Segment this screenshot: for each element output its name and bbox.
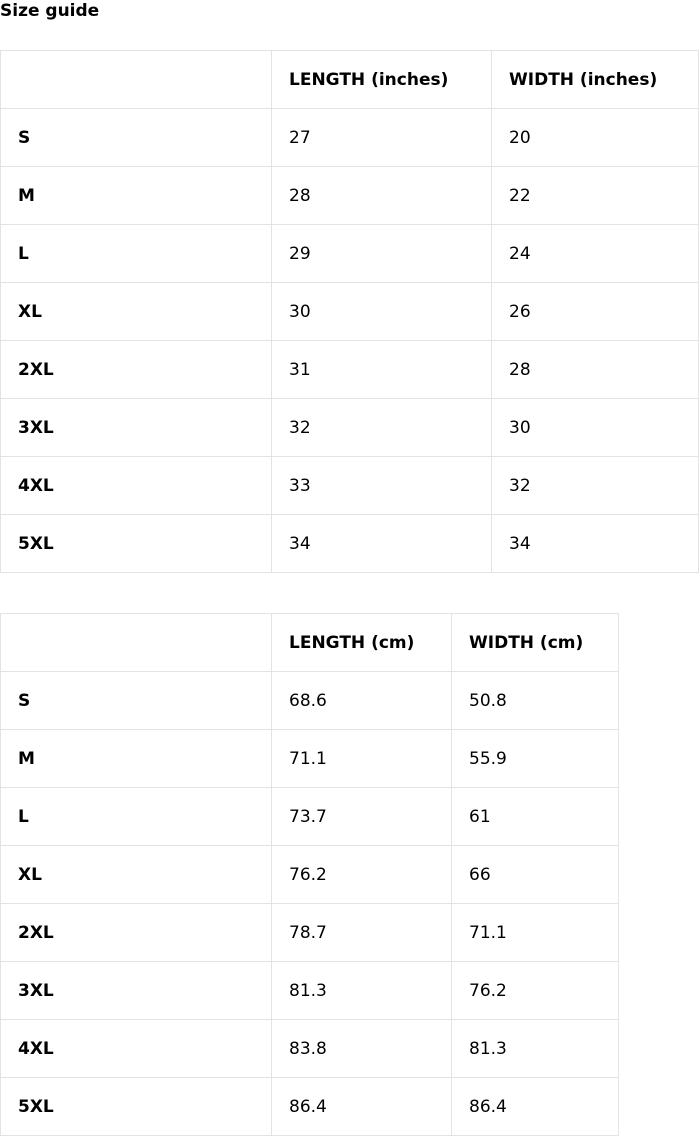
table-row: S 27 20 [0,108,699,167]
size-label: M [0,166,272,225]
table-row: 4XL 83.8 81.3 [0,1019,619,1078]
width-cell: 61 [451,787,619,846]
size-label: 4XL [0,1019,272,1078]
size-label: L [0,787,272,846]
length-cell: 76.2 [271,845,452,904]
size-label: S [0,671,272,730]
length-cell: 28 [271,166,492,225]
page-title: Size guide [0,1,100,21]
table-row: M 28 22 [0,166,699,225]
width-cell: 22 [491,166,699,225]
length-cell: 71.1 [271,729,452,788]
column-header: LENGTH (cm) [271,613,452,672]
size-label: 4XL [0,456,272,515]
length-cell: 33 [271,456,492,515]
size-label: 3XL [0,961,272,1020]
size-label: 2XL [0,340,272,399]
length-cell: 30 [271,282,492,341]
size-label: XL [0,282,272,341]
size-table-cm: LENGTH (cm) WIDTH (cm) S 68.6 50.8 M 71.1 55.9 L… [0,613,619,1136]
size-label: M [0,729,272,788]
width-cell: 24 [491,224,699,283]
table-row: 2XL 31 28 [0,340,699,399]
length-cell: 27 [271,108,492,167]
width-cell: 20 [491,108,699,167]
table-row: 3XL 81.3 76.2 [0,961,619,1020]
size-label: XL [0,845,272,904]
width-cell: 71.1 [451,903,619,962]
size-table-inches: LENGTH (inches) WIDTH (inches) S 27 20 M 28 22 L… [0,50,699,573]
width-cell: 30 [491,398,699,457]
size-label: L [0,224,272,283]
table-row: 3XL 32 30 [0,398,699,457]
width-cell: 55.9 [451,729,619,788]
header-empty [0,50,272,109]
length-cell: 83.8 [271,1019,452,1078]
width-cell: 81.3 [451,1019,619,1078]
column-header: WIDTH (cm) [451,613,619,672]
table-row: XL 76.2 66 [0,845,619,904]
width-cell: 28 [491,340,699,399]
table-row: 5XL 86.4 86.4 [0,1077,619,1136]
table-row: 4XL 33 32 [0,456,699,515]
width-cell: 76.2 [451,961,619,1020]
width-cell: 86.4 [451,1077,619,1136]
header-empty [0,613,272,672]
length-cell: 29 [271,224,492,283]
length-cell: 86.4 [271,1077,452,1136]
header-row: LENGTH (cm) WIDTH (cm) [0,613,619,672]
length-cell: 31 [271,340,492,399]
table-row: L 73.7 61 [0,787,619,846]
table-row: M 71.1 55.9 [0,729,619,788]
table-row: S 68.6 50.8 [0,671,619,730]
length-cell: 68.6 [271,671,452,730]
length-cell: 81.3 [271,961,452,1020]
size-label: 2XL [0,903,272,962]
length-cell: 34 [271,514,492,573]
size-label: 5XL [0,1077,272,1136]
size-label: S [0,108,272,167]
column-header: WIDTH (inches) [491,50,699,109]
table-row: 5XL 34 34 [0,514,699,573]
length-cell: 73.7 [271,787,452,846]
width-cell: 50.8 [451,671,619,730]
width-cell: 66 [451,845,619,904]
header-row: LENGTH (inches) WIDTH (inches) [0,50,699,109]
table-row: 2XL 78.7 71.1 [0,903,619,962]
length-cell: 78.7 [271,903,452,962]
width-cell: 34 [491,514,699,573]
column-header: LENGTH (inches) [271,50,492,109]
table-row: XL 30 26 [0,282,699,341]
size-label: 5XL [0,514,272,573]
width-cell: 32 [491,456,699,515]
size-label: 3XL [0,398,272,457]
width-cell: 26 [491,282,699,341]
length-cell: 32 [271,398,492,457]
table-row: L 29 24 [0,224,699,283]
